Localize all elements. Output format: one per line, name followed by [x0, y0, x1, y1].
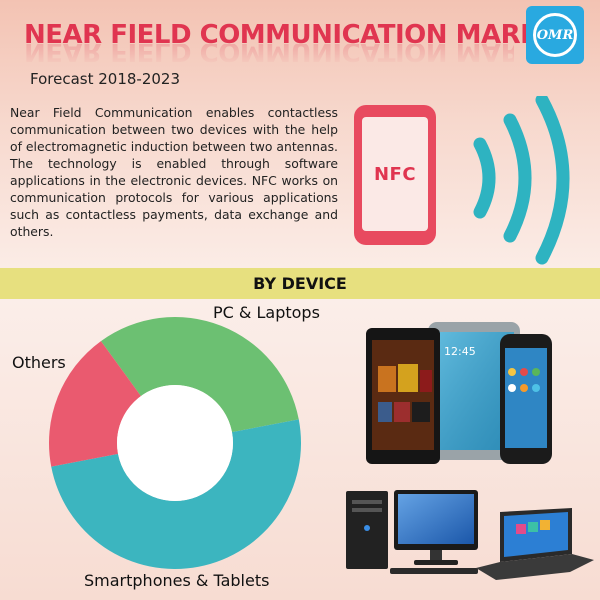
- section-title: BY DEVICE: [253, 274, 347, 293]
- slice-label-smartphones-tablets: Smartphones & Tablets: [84, 571, 270, 590]
- slice-others: [49, 341, 141, 467]
- wave-medium: [503, 113, 532, 243]
- smartphone-image: [500, 334, 552, 464]
- slice-label-others: Others: [12, 353, 66, 372]
- wave-small: [473, 137, 496, 219]
- omr-logo: OMR: [526, 6, 584, 64]
- tablet-black-image: [366, 328, 440, 464]
- intro-description: Near Field Communication enables contact…: [10, 105, 338, 239]
- page-title: NEAR FIELD COMMUNICATION MARKET: [24, 20, 575, 50]
- header-background: [0, 0, 600, 268]
- slice-pc-laptops: [100, 317, 299, 433]
- wireless-waves-icon: [473, 96, 570, 265]
- nfc-label: NFC: [373, 163, 417, 185]
- donut-hole: [117, 385, 233, 501]
- desktop-tower-image: [346, 491, 388, 569]
- logo-ring-icon: OMR: [533, 13, 577, 57]
- logo-text: OMR: [536, 27, 574, 43]
- section-band: BY DEVICE: [0, 268, 600, 299]
- monitor-image: [390, 490, 478, 574]
- laptop-image: [476, 508, 594, 580]
- nfc-phone-icon: NFC: [354, 105, 436, 245]
- svg-text:12:45: 12:45: [444, 345, 476, 358]
- wave-large: [535, 96, 570, 265]
- forecast-period: Forecast 2018-2023: [30, 70, 180, 88]
- phone-screen: NFC: [362, 117, 428, 231]
- slice-label-pc-laptops: PC & Laptops: [213, 303, 320, 322]
- slice-smartphones-tablets: [51, 419, 301, 569]
